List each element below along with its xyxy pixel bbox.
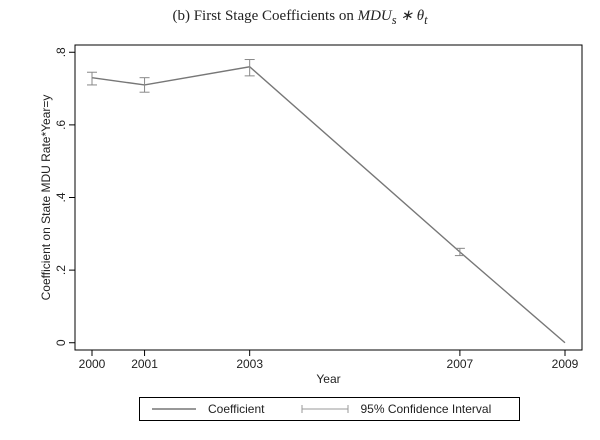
x-tick-label: 2007: [447, 357, 474, 371]
x-axis-title: Year: [316, 372, 340, 386]
x-tick-label: 2009: [552, 357, 579, 371]
legend-swatch-coefficient: [152, 408, 196, 410]
legend: Coefficient 95% Confidence Interval: [139, 397, 520, 421]
legend-swatch-ci: [301, 405, 349, 413]
title-prefix: (b) First Stage Coefficients on: [172, 8, 354, 24]
x-tick-label: 2001: [131, 357, 158, 371]
x-tick-label: 2000: [79, 357, 106, 371]
plot-frame: [74, 44, 583, 351]
y-tick-label: .8: [54, 47, 68, 57]
y-tick-label: 0: [54, 339, 68, 346]
y-tick-label: .6: [54, 120, 68, 130]
legend-label-ci: 95% Confidence Interval: [360, 402, 492, 416]
y-tick-label: .4: [54, 192, 68, 202]
series-line-coefficient: [91, 66, 566, 344]
title-math: MDUs ∗ θt: [357, 8, 428, 27]
y-axis-title: Coefficient on State MDU Rate*Year=y: [39, 95, 53, 301]
legend-item-ci: 95% Confidence Interval: [300, 402, 491, 416]
legend-item-coefficient: Coefficient: [150, 402, 264, 416]
legend-label-coefficient: Coefficient: [208, 402, 265, 416]
chart-title: (b) First Stage Coefficients on MDUs ∗ θ…: [0, 6, 600, 28]
y-tick-label: .2: [54, 265, 68, 275]
x-tick-label: 2003: [236, 357, 263, 371]
